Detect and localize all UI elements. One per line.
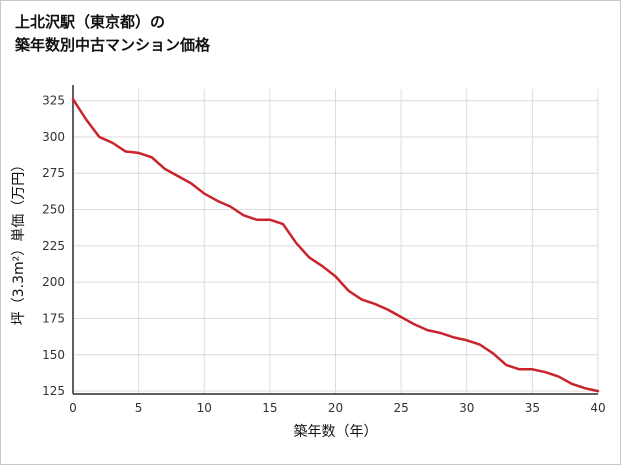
y-tick-label: 200 (42, 275, 65, 289)
chart-title: 上北沢駅（東京都）の 築年数別中古マンション価格 (15, 11, 210, 58)
x-tick-label: 15 (262, 401, 277, 415)
x-tick-label: 40 (590, 401, 605, 415)
x-tick-label: 30 (459, 401, 474, 415)
y-tick-label: 300 (42, 130, 65, 144)
x-tick-label: 0 (69, 401, 77, 415)
x-tick-label: 35 (525, 401, 540, 415)
y-tick-label: 225 (42, 239, 65, 253)
price-series-line (71, 97, 600, 393)
chart-title-line2: 築年数別中古マンション価格 (15, 36, 211, 55)
y-tick-label: 275 (42, 166, 65, 180)
y-axis-label: 坪（3.3m²）単価（万円） (11, 158, 27, 326)
x-tick-label: 5 (135, 401, 143, 415)
y-tick-label: 150 (42, 348, 65, 362)
x-tick-label: 20 (328, 401, 343, 415)
y-tick-label: 175 (42, 311, 65, 325)
y-tick-label: 325 (42, 94, 65, 108)
y-tick-label: 250 (42, 203, 65, 217)
y-tick-label: 125 (42, 384, 65, 398)
x-tick-label: 25 (393, 401, 408, 415)
x-axis-label: 築年数（年） (294, 424, 378, 440)
chart-title-line1: 上北沢駅（東京都）の (15, 13, 166, 31)
x-tick-label: 10 (197, 401, 212, 415)
